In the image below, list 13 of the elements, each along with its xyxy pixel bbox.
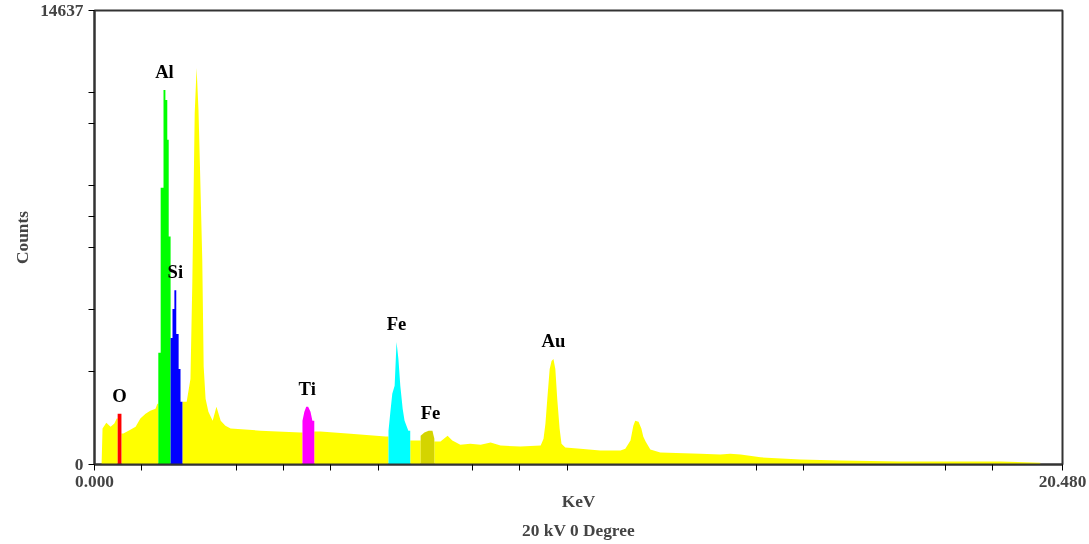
y-axis-title: Counts xyxy=(13,210,33,264)
annotation: Fe xyxy=(420,401,441,423)
x-axis-title: KeV xyxy=(561,491,596,511)
annotation: Al xyxy=(155,61,174,83)
y-tick-label: 14637 xyxy=(40,1,84,20)
text: 20 kV 0 Degree xyxy=(522,520,635,540)
x-tick-label: 20.480 xyxy=(1038,471,1087,491)
annotation: Ti xyxy=(298,377,316,399)
annotation: Fe xyxy=(386,312,407,334)
y-tick-label: 0 xyxy=(74,455,84,474)
annotation: O xyxy=(112,384,127,406)
annotation: Au xyxy=(541,330,566,352)
x-tick-label: 0.000 xyxy=(75,471,115,491)
